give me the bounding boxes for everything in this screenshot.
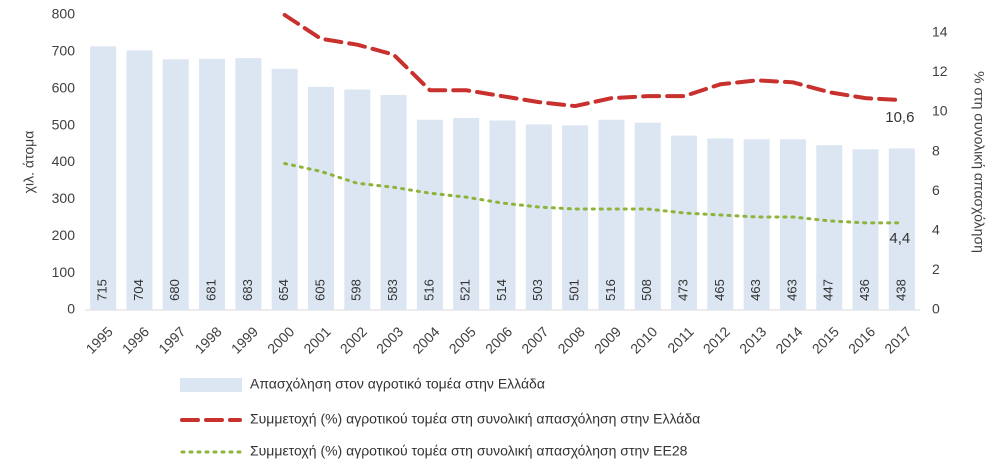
bar (307, 86, 334, 310)
line-series (282, 13, 904, 109)
x-tick-label: 2001 (300, 323, 333, 356)
bar (453, 117, 480, 310)
bar-value-label: 436 (857, 279, 872, 301)
bar-value-label: 465 (712, 279, 727, 301)
bar (634, 122, 661, 310)
x-tick-label: 1999 (228, 323, 261, 356)
bar-value-label: 680 (167, 279, 182, 301)
bar (416, 119, 443, 310)
line-value-label: 4,4 (889, 230, 910, 247)
y2-tick-label: 2 (932, 261, 940, 277)
bar (162, 59, 189, 310)
bar-value-label: 447 (821, 279, 836, 301)
x-tick-label: 2016 (845, 323, 878, 356)
y2-tick-label: 0 (932, 301, 940, 317)
legend-swatch (180, 378, 242, 392)
x-tick-label: 2003 (373, 323, 406, 356)
y-tick-label: 800 (52, 6, 76, 22)
x-tick-label: 2006 (482, 323, 515, 356)
x-tick-label: 2010 (627, 323, 660, 356)
x-tick-label: 2012 (700, 323, 733, 356)
y2-tick-label: 8 (932, 142, 940, 158)
bar (489, 120, 516, 311)
legend-label: Συμμετοχή (%) αγροτικού τομέα στη συνολι… (250, 411, 700, 427)
bar-value-label: 683 (240, 279, 255, 301)
bar (779, 139, 806, 310)
bar-value-label: 516 (421, 279, 436, 301)
bar-value-label: 715 (95, 279, 110, 301)
y-tick-label: 0 (67, 301, 75, 317)
x-tick-label: 2008 (555, 323, 588, 356)
legend-label: Απασχόληση στον αγροτικό τομέα στην Ελλά… (250, 376, 545, 392)
x-tick-label: 2013 (736, 323, 769, 356)
bar-value-label: 583 (385, 279, 400, 301)
x-tick-label: 2000 (264, 323, 297, 356)
bar-value-label: 501 (567, 279, 582, 301)
bar (598, 119, 625, 310)
y2-tick-label: 10 (932, 103, 948, 119)
bar (852, 149, 879, 310)
bar-value-label: 514 (494, 279, 509, 301)
x-tick-label: 2011 (664, 323, 697, 356)
y-axis-label: χιλ. άτομα (21, 131, 37, 194)
line-value-label: 10,6 (885, 109, 914, 126)
x-tick-label: 2007 (518, 323, 551, 356)
bar-value-label: 473 (675, 279, 690, 301)
bar (743, 139, 770, 310)
bar-value-label: 681 (204, 279, 219, 301)
bar-value-label: 463 (784, 279, 799, 301)
bar-value-label: 704 (131, 279, 146, 301)
y2-axis-label: % στη συνολική απασχόληση (971, 71, 987, 253)
y-tick-label: 400 (52, 153, 76, 169)
x-tick-label: 2009 (591, 323, 624, 356)
bar (562, 125, 589, 310)
x-tick-label: 2005 (446, 323, 479, 356)
bar (888, 148, 915, 310)
bar-value-label: 516 (603, 279, 618, 301)
x-tick-label: 1997 (155, 323, 188, 356)
bar-value-label: 598 (349, 279, 364, 301)
bar-value-label: 503 (530, 279, 545, 301)
bar-value-label: 463 (748, 279, 763, 301)
bar-value-label: 438 (893, 279, 908, 301)
y-tick-label: 200 (52, 227, 76, 243)
x-tick-label: 2014 (772, 323, 805, 356)
bar-value-label: 521 (458, 279, 473, 301)
bar (199, 58, 226, 310)
bar (235, 58, 262, 310)
legend-label: Συμμετοχή (%) αγροτικού τομέα στη συνολι… (250, 443, 688, 459)
y-tick-label: 300 (52, 190, 76, 206)
y2-tick-label: 14 (932, 24, 948, 40)
bar (380, 95, 407, 310)
bar (525, 124, 552, 310)
y-tick-label: 100 (52, 264, 76, 280)
bar (816, 145, 843, 310)
bar (671, 135, 698, 310)
x-tick-label: 2017 (881, 323, 914, 356)
y-tick-label: 700 (52, 43, 76, 59)
x-tick-label: 1995 (83, 323, 116, 356)
bar (344, 89, 371, 310)
x-tick-label: 1996 (119, 323, 152, 356)
bar-value-label: 605 (312, 279, 327, 301)
bar (271, 68, 298, 311)
y2-tick-label: 6 (932, 182, 940, 198)
bar (126, 50, 153, 311)
y-tick-label: 500 (52, 116, 76, 132)
y2-tick-label: 12 (932, 63, 948, 79)
bar-value-label: 508 (639, 279, 654, 301)
line-series (283, 161, 904, 225)
x-tick-label: 1998 (191, 323, 224, 356)
x-tick-label: 2004 (409, 323, 442, 356)
bar (707, 138, 734, 310)
bar (90, 46, 117, 310)
y-tick-label: 600 (52, 79, 76, 95)
bar-value-label: 654 (276, 279, 291, 301)
y2-tick-label: 4 (932, 222, 940, 238)
x-tick-label: 2002 (337, 323, 370, 356)
x-tick-label: 2015 (809, 323, 842, 356)
